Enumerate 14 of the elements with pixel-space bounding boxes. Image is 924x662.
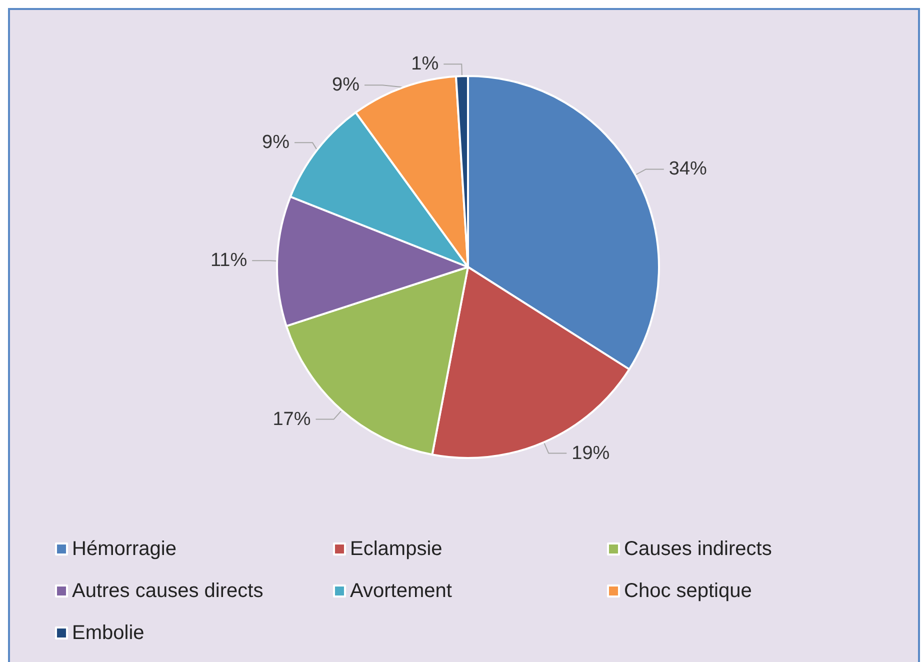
data-label: 9% <box>332 74 360 96</box>
data-label: 9% <box>262 132 290 154</box>
legend-label: Eclampsie <box>350 538 442 560</box>
legend-label: Autres causes directs <box>72 580 264 602</box>
legend-label: Causes indirects <box>624 538 772 560</box>
legend-label: Choc septique <box>624 580 752 602</box>
data-label: 1% <box>411 54 439 75</box>
legend-label: Embolie <box>72 622 144 644</box>
data-label: 34% <box>668 158 708 180</box>
data-label: 17% <box>272 408 311 430</box>
legend-label: Avortement <box>350 580 452 602</box>
data-label: 11% <box>210 250 248 272</box>
legend-label: Hémorragie <box>72 538 176 560</box>
data-label: 19% <box>572 442 610 464</box>
